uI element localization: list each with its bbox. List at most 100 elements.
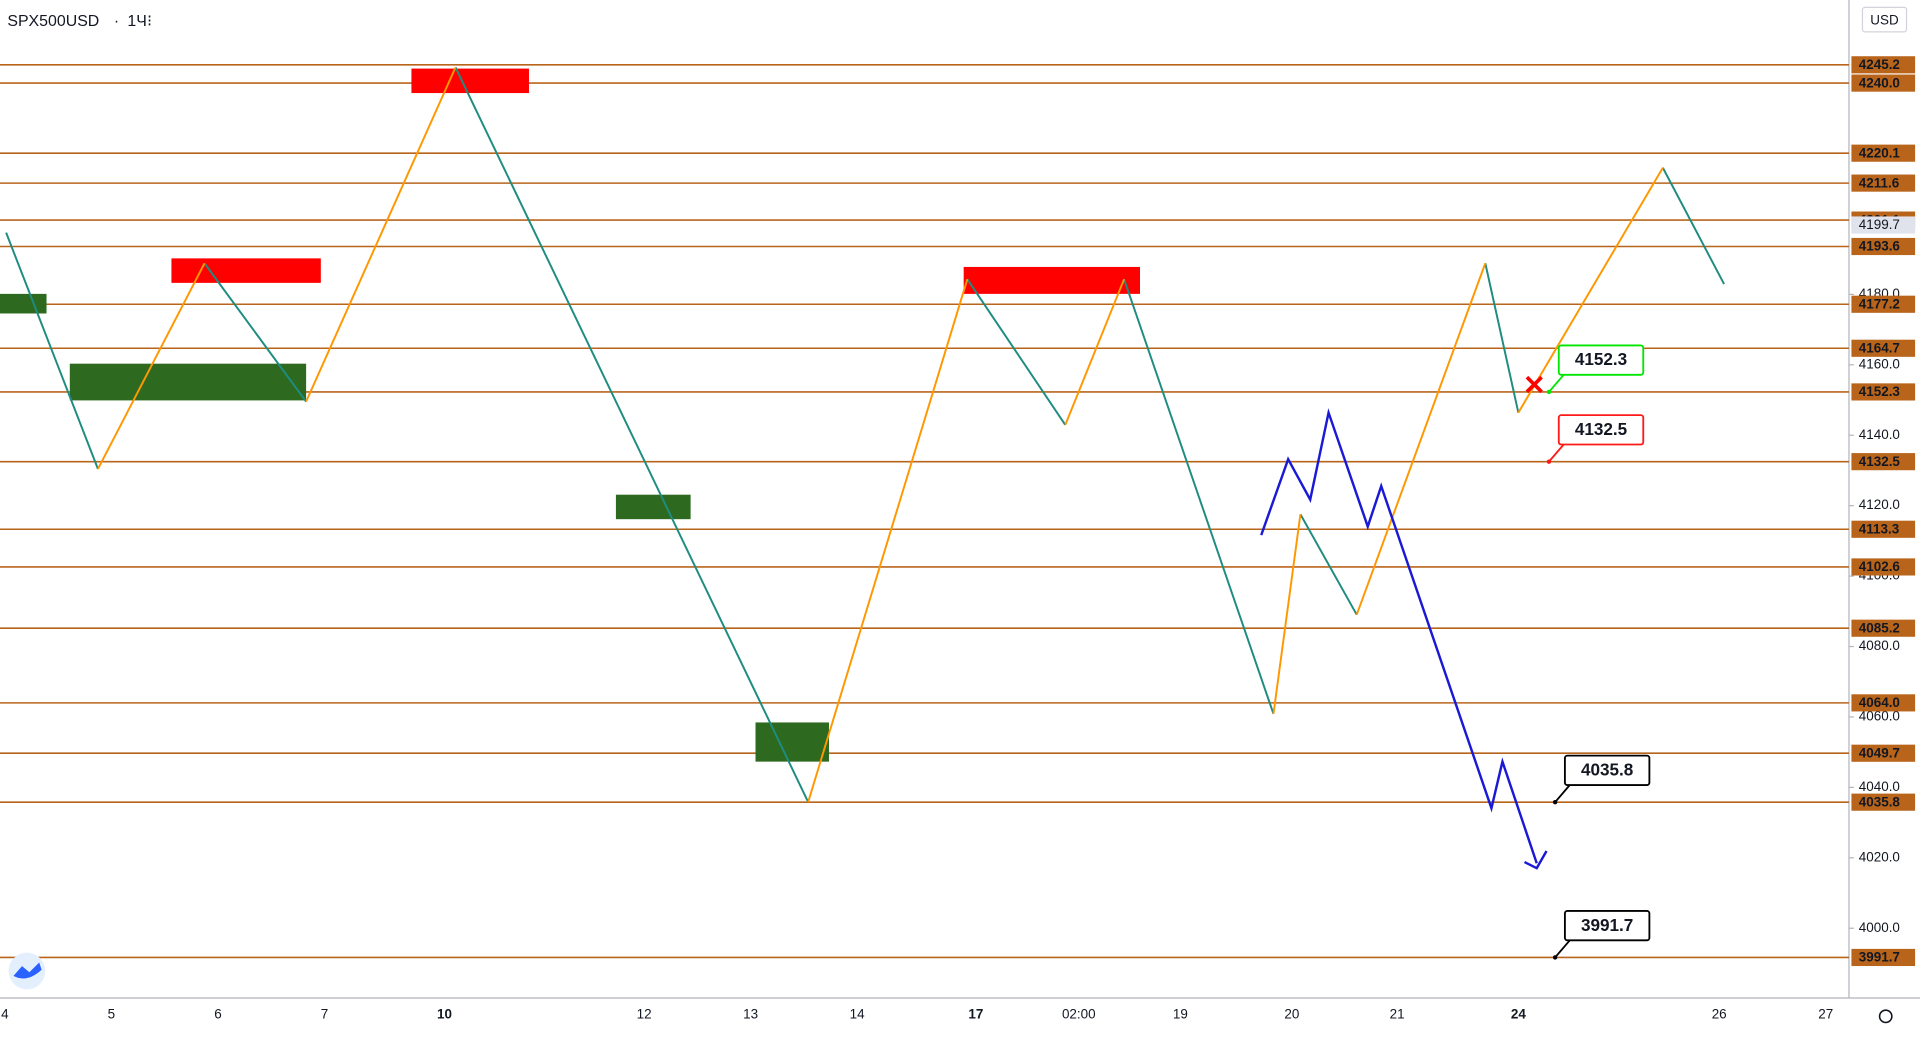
level-label-box	[1851, 339, 1916, 357]
logo-mark	[13, 962, 42, 979]
x-tick-label: 20	[1284, 1007, 1299, 1022]
level-label-box	[1851, 619, 1916, 637]
projection-arrow	[1260, 408, 1548, 870]
level-label-box	[1851, 694, 1916, 712]
level-label: 4113.3	[1859, 521, 1899, 536]
time-axis: 4 5 6 7 10 12 13 14 17 02:00 19 20 21 24 26 27	[1, 1007, 1833, 1022]
currency-button[interactable]	[1861, 6, 1908, 33]
demand-zone	[615, 494, 691, 520]
x-tick-label: 21	[1390, 1007, 1405, 1022]
demand-zone	[755, 722, 829, 762]
callout-pointer	[1548, 443, 1565, 463]
zigzag	[5, 66, 1725, 870]
callout-box	[1563, 910, 1651, 942]
level-label: 4211.6	[1859, 175, 1899, 190]
supply-zone	[171, 258, 321, 283]
level-label: 4152.3	[1859, 384, 1900, 399]
callout-label: 4132.5	[1575, 419, 1628, 439]
level-label: 4064.0	[1859, 695, 1900, 710]
y-tick-label: 4160.0	[1859, 356, 1900, 371]
level-label-box	[1851, 74, 1916, 92]
callout-box	[1557, 344, 1645, 376]
level-label-box	[1851, 948, 1916, 967]
callout-label: 4035.8	[1581, 759, 1633, 779]
level-label: 4049.7	[1859, 745, 1900, 760]
supply-zone	[411, 68, 529, 94]
separator: ·	[114, 13, 119, 30]
level-label: 3991.7	[1859, 950, 1900, 965]
level-label-box	[1851, 237, 1916, 256]
callout-anchor	[1552, 955, 1558, 960]
level-label: 4164.7	[1859, 340, 1900, 355]
demand-zone	[0, 293, 47, 314]
levels	[0, 63, 1849, 959]
last-price-label: 4199.7	[1859, 217, 1900, 232]
level-label-box	[1851, 558, 1916, 576]
x-tick-label: 19	[1173, 1007, 1188, 1022]
level-label: 4102.6	[1859, 559, 1900, 574]
callout-pointer	[1554, 784, 1571, 803]
level-label-box	[1851, 144, 1916, 162]
x-tick-label: 24	[1511, 1007, 1526, 1022]
callout-box	[1563, 754, 1651, 786]
y-tick-label: 4140.0	[1859, 427, 1900, 442]
y-tick-label: 4120.0	[1859, 497, 1900, 512]
x-tick-label: 13	[743, 1007, 758, 1022]
y-tick-label: 4060.0	[1859, 709, 1900, 724]
x-tick-label: 5	[108, 1007, 115, 1022]
symbol: SPX500USD	[7, 13, 99, 30]
x-tick-label: 4	[1, 1007, 9, 1022]
callout-anchor	[1546, 389, 1552, 395]
currency: USD	[1870, 12, 1899, 27]
x-tick-label: 02:00	[1062, 1007, 1096, 1022]
x-tick-label: 12	[637, 1007, 652, 1022]
supply-zone	[963, 266, 1141, 294]
x-tick-label: 10	[437, 1007, 452, 1022]
demand-zone	[69, 363, 307, 401]
level-label: 4132.5	[1859, 454, 1901, 469]
x-tick-label: 26	[1712, 1007, 1727, 1022]
level-label-box	[1851, 383, 1916, 401]
level-label-box	[1851, 744, 1916, 762]
y-tick-label: 4080.0	[1859, 638, 1900, 653]
level-label-box	[1851, 56, 1916, 74]
interval: 1Ч	[127, 13, 146, 30]
level-label: 4177.2	[1859, 296, 1900, 311]
callouts: 4152.3 4132.5 4035.8 3991.7	[1546, 344, 1651, 960]
x-tick-label: 6	[214, 1007, 221, 1022]
callout-anchor	[1552, 799, 1558, 805]
callout-label: 4152.3	[1575, 349, 1627, 369]
callout-pointer	[1554, 939, 1571, 959]
x-tick-label: 27	[1818, 1007, 1833, 1022]
level-label-box	[1851, 295, 1916, 313]
settings-icon[interactable]: ⁝	[147, 13, 152, 30]
level-label: 4085.2	[1859, 620, 1900, 635]
x-tick-label: 14	[850, 1007, 865, 1022]
callout-anchor	[1546, 459, 1552, 464]
gear-icon[interactable]	[1878, 1009, 1893, 1024]
callout-box	[1557, 414, 1645, 446]
level-label-box	[1851, 174, 1916, 192]
last-price-box	[1851, 216, 1916, 234]
level-label-box	[1851, 520, 1916, 538]
x-tick-label: 17	[968, 1007, 983, 1022]
price-axis: 4000.04020.04040.04060.04080.04100.04120…	[1848, 56, 1916, 967]
level-label: 4193.6	[1859, 239, 1900, 254]
y-tick-label: 4040.0	[1859, 779, 1900, 794]
level-label: 4220.1	[1859, 145, 1901, 160]
level-label-box	[1851, 453, 1916, 471]
y-tick-label: 4000.0	[1859, 920, 1900, 935]
level-label: 4240.0	[1859, 75, 1900, 90]
zigzag-up	[97, 66, 1664, 803]
level-label-box	[1851, 793, 1916, 811]
x-tick-label: 7	[321, 1007, 328, 1022]
zigzag-down	[5, 66, 1725, 803]
level-label: 4245.2	[1859, 57, 1900, 72]
cross-marker	[1525, 375, 1543, 394]
y-tick-label: 4020.0	[1859, 849, 1900, 864]
level-label: 4035.8	[1859, 794, 1901, 809]
